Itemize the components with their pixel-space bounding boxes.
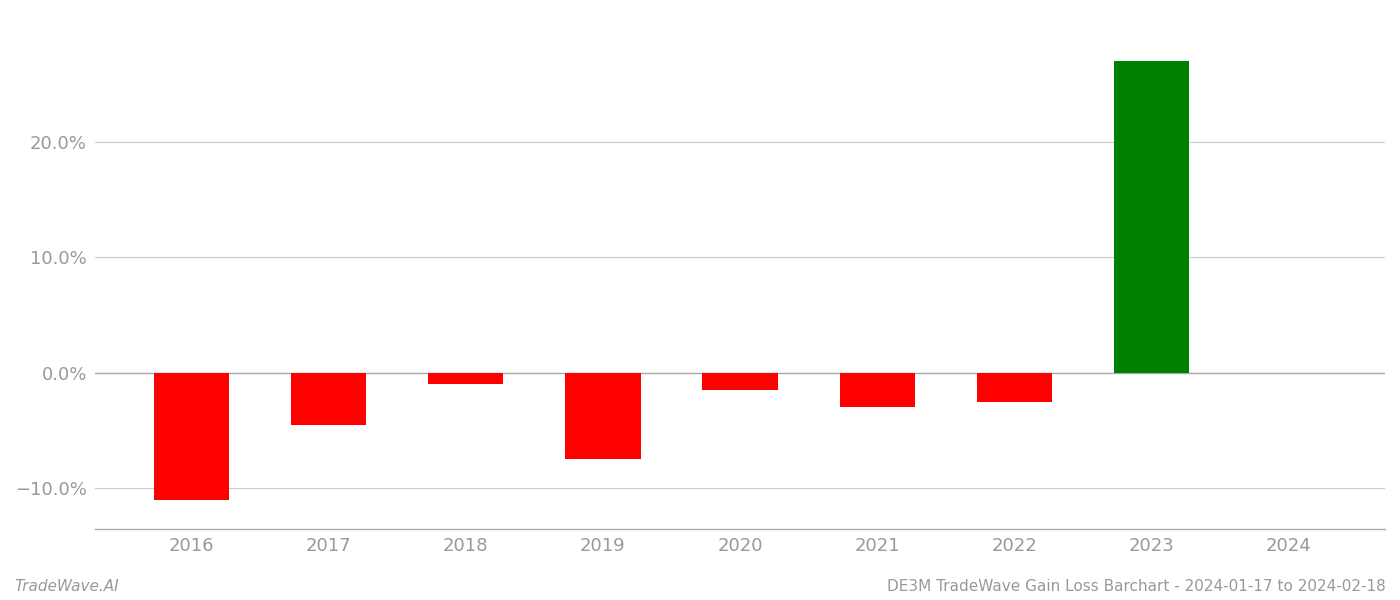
Bar	[291, 373, 367, 425]
Bar	[1114, 61, 1190, 373]
Bar	[428, 373, 504, 385]
Bar	[977, 373, 1053, 401]
Bar	[154, 373, 230, 500]
Bar	[566, 373, 641, 460]
Text: TradeWave.AI: TradeWave.AI	[14, 579, 119, 594]
Bar	[840, 373, 916, 407]
Bar	[703, 373, 778, 390]
Text: DE3M TradeWave Gain Loss Barchart - 2024-01-17 to 2024-02-18: DE3M TradeWave Gain Loss Barchart - 2024…	[888, 579, 1386, 594]
